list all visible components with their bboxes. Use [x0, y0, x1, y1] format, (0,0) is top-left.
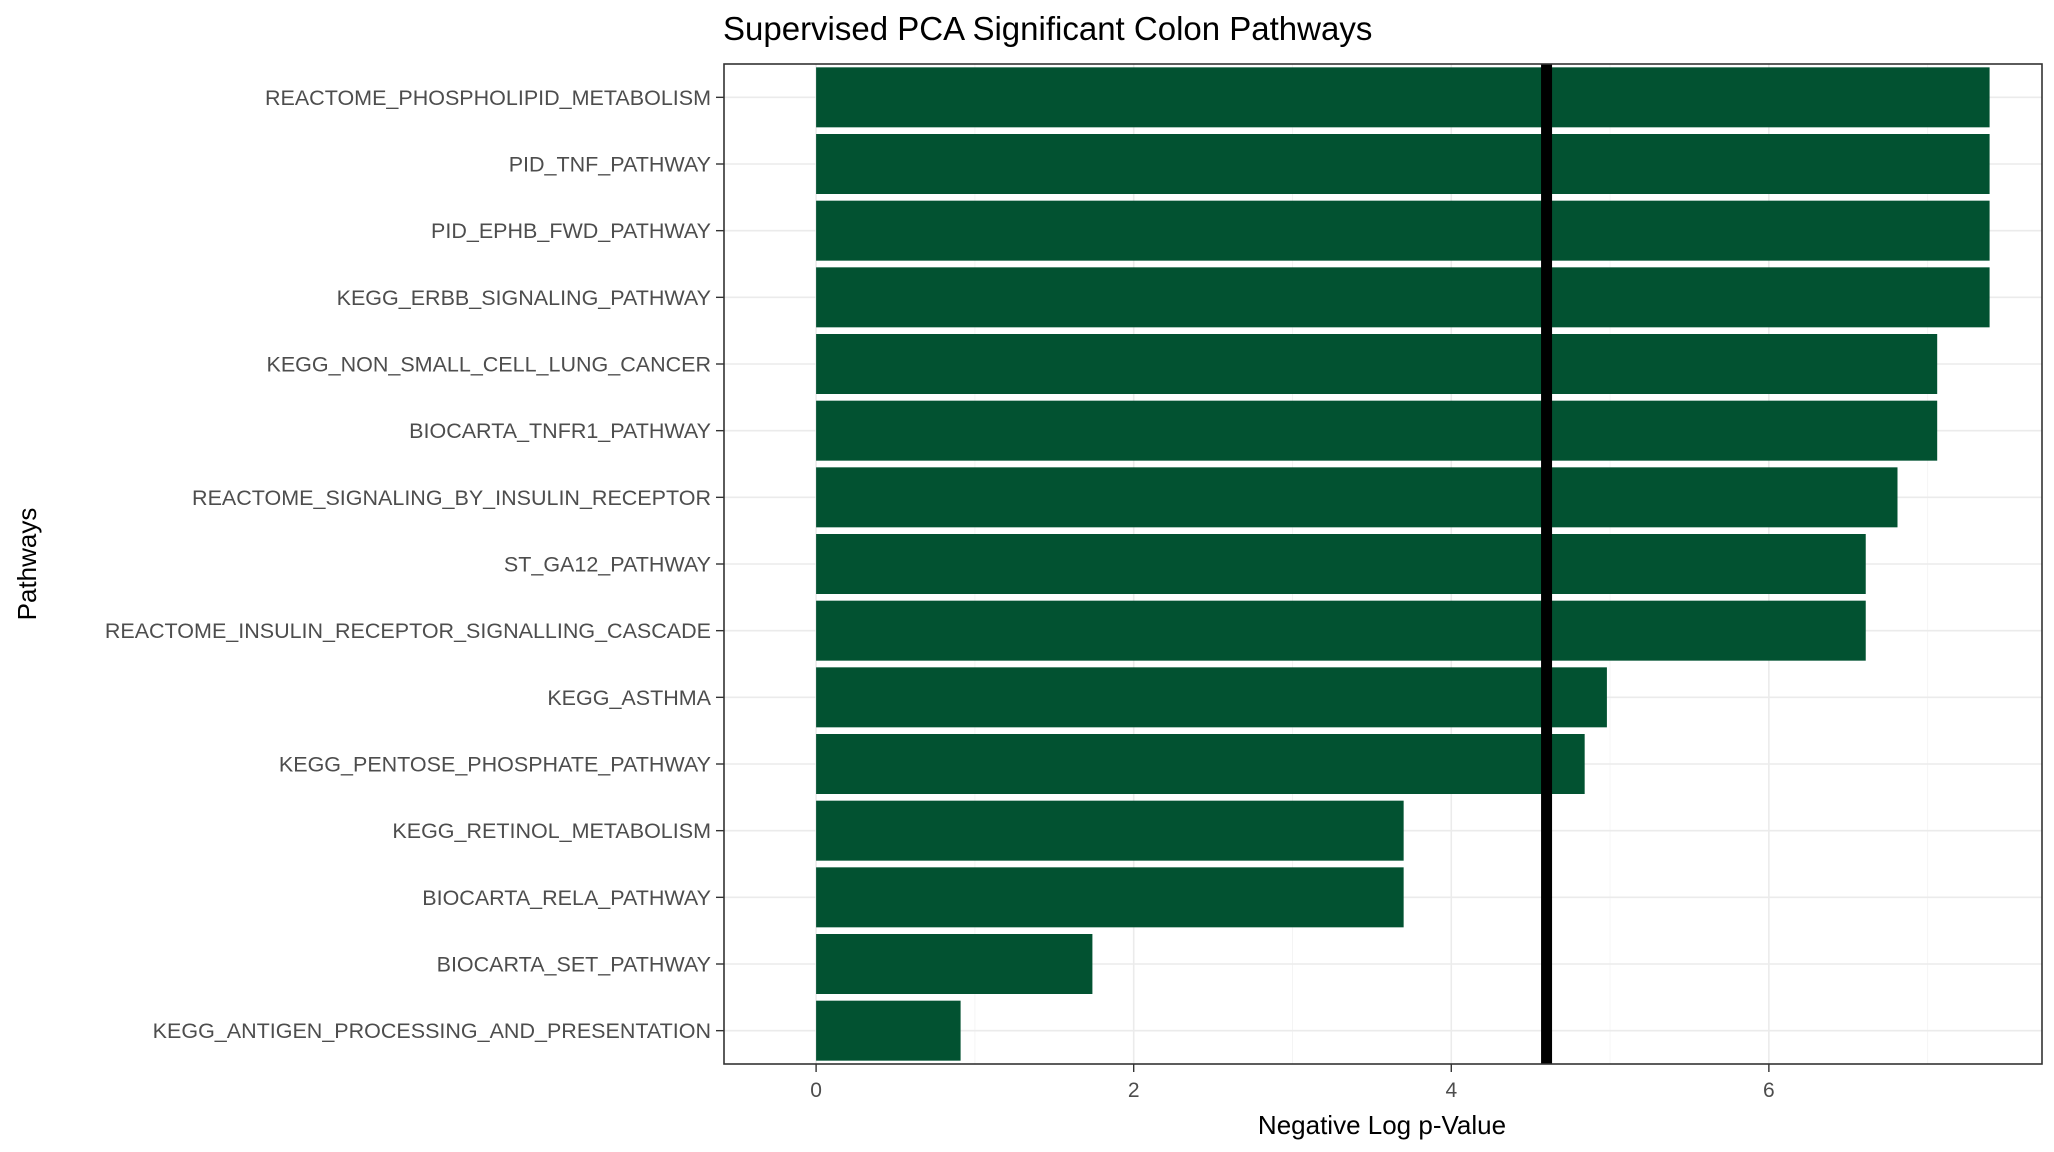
y-tick-label: KEGG_PENTOSE_PHOSPHATE_PATHWAY	[279, 753, 711, 777]
y-tick-label: REACTOME_SIGNALING_BY_INSULIN_RECEPTOR	[192, 486, 711, 510]
y-tick-label: KEGG_RETINOL_METABOLISM	[392, 819, 711, 843]
y-tick-label: BIOCARTA_TNFR1_PATHWAY	[409, 419, 711, 443]
bar	[816, 267, 1990, 328]
bar	[816, 1000, 961, 1061]
bar	[816, 800, 1404, 861]
bar	[816, 600, 1866, 661]
y-tick-label: BIOCARTA_RELA_PATHWAY	[422, 886, 711, 910]
bar	[816, 934, 1093, 994]
bar	[816, 200, 1990, 261]
y-tick-label: PID_TNF_PATHWAY	[509, 153, 711, 177]
bar	[816, 67, 1990, 128]
y-tick-label: KEGG_ANTIGEN_PROCESSING_AND_PRESENTATION	[153, 1019, 711, 1043]
bar	[816, 400, 1938, 461]
bar	[816, 134, 1990, 194]
y-tick-label: PID_EPHB_FWD_PATHWAY	[431, 219, 711, 243]
x-axis-title: Negative Log p-Value	[1258, 1110, 1506, 1140]
bar	[816, 334, 1938, 394]
y-tick-label: KEGG_ERBB_SIGNALING_PATHWAY	[337, 286, 711, 310]
y-tick-label: BIOCARTA_SET_PATHWAY	[437, 953, 711, 977]
bar	[816, 734, 1585, 794]
y-tick-label: REACTOME_PHOSPHOLIPID_METABOLISM	[265, 86, 711, 110]
y-tick-label: KEGG_NON_SMALL_CELL_LUNG_CANCER	[267, 353, 712, 377]
y-tick-label: ST_GA12_PATHWAY	[504, 553, 711, 577]
y-tick-label: REACTOME_INSULIN_RECEPTOR_SIGNALLING_CAS…	[105, 619, 711, 643]
bar	[816, 867, 1404, 928]
y-tick-label: KEGG_ASTHMA	[547, 686, 711, 710]
x-tick-label: 2	[1128, 1079, 1140, 1102]
bar	[816, 667, 1607, 728]
x-tick-label: 0	[810, 1079, 822, 1102]
x-tick-label: 6	[1763, 1079, 1775, 1102]
bar	[816, 534, 1866, 594]
y-axis: REACTOME_PHOSPHOLIPID_METABOLISM PID_TNF_…	[105, 86, 724, 1043]
x-tick-label: 4	[1445, 1079, 1457, 1102]
y-axis-title: Pathways	[12, 508, 42, 621]
bar	[816, 467, 1898, 528]
x-axis: 0 2 4 6	[810, 1064, 1775, 1102]
chart-title: Supervised PCA Significant Colon Pathway…	[723, 10, 1372, 47]
bars	[816, 67, 1990, 1061]
